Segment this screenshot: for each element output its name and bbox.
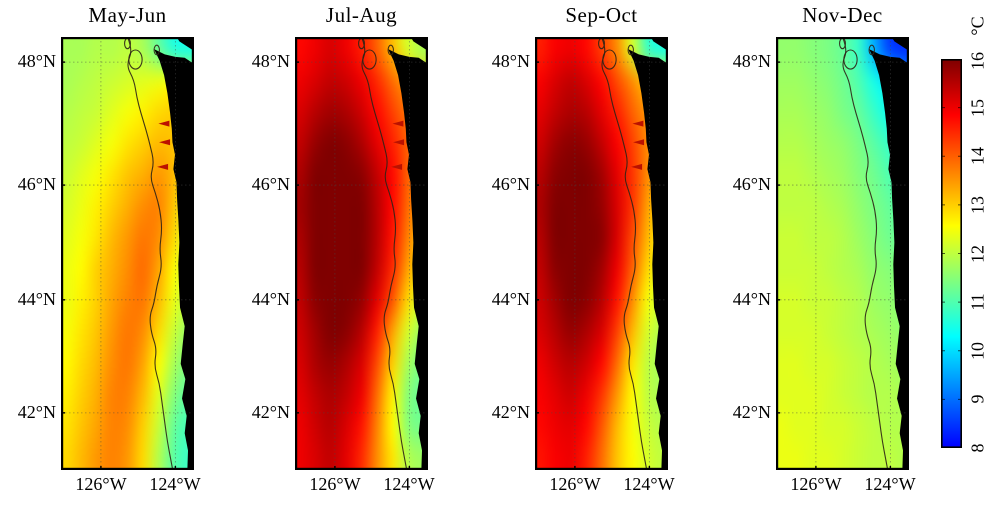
sst-map-canvas [61, 37, 194, 470]
lat-tick-label: 42°N [491, 402, 530, 422]
lat-tick-label: 46°N [732, 174, 771, 194]
colorbar-tick-label: 16 [967, 52, 988, 70]
colorbar-tick-label: 14 [967, 147, 988, 165]
colorbar-tick-label: 12 [967, 245, 988, 263]
sst-map-canvas [295, 37, 428, 470]
map-panel-1: May-Jun 48°N 46°N 44°N 42°N 126°W 124°W [0, 0, 201, 511]
lon-tick-label: 126°W [790, 474, 842, 494]
colorbar-tick-label: 11 [967, 293, 988, 311]
colorbar-unit-label: °C [967, 16, 988, 36]
lat-tick-label: 48°N [732, 51, 771, 71]
lon-tick-label: 124°W [864, 474, 916, 494]
panel-title: Sep-Oct [565, 3, 638, 27]
lat-tick-label: 42°N [251, 402, 290, 422]
lat-tick-label: 48°N [491, 51, 530, 71]
map-panel-3: Sep-Oct 48°N 46°N 44°N 42°N 126°W 124°W [474, 0, 675, 511]
colorbar-tick-label: 8 [967, 443, 988, 453]
lon-tick-label: 124°W [149, 474, 201, 494]
sst-map-canvas [776, 37, 909, 470]
lon-tick-label: 126°W [75, 474, 127, 494]
lat-tick-label: 48°N [17, 51, 56, 71]
lon-tick-label: 126°W [549, 474, 601, 494]
lat-tick-label: 44°N [17, 289, 56, 309]
panel-title: Nov-Dec [802, 3, 883, 27]
colorbar-tick-label: 13 [967, 196, 988, 214]
lat-tick-label: 46°N [491, 174, 530, 194]
lat-tick-label: 44°N [251, 289, 290, 309]
lat-tick-label: 42°N [17, 402, 56, 422]
lon-tick-label: 124°W [383, 474, 435, 494]
sst-map-canvas [535, 37, 668, 470]
lon-tick-label: 126°W [309, 474, 361, 494]
lat-tick-label: 44°N [491, 289, 530, 309]
colorbar-tick-label: 15 [967, 99, 988, 117]
panel-title: May-Jun [88, 3, 167, 27]
colorbar-tick-label: 9 [967, 394, 988, 404]
lat-tick-label: 42°N [732, 402, 771, 422]
lat-tick-label: 48°N [251, 51, 290, 71]
lat-tick-label: 46°N [17, 174, 56, 194]
lat-tick-label: 44°N [732, 289, 771, 309]
lon-tick-label: 124°W [623, 474, 675, 494]
panel-title: Jul-Aug [325, 3, 398, 27]
lat-tick-label: 46°N [251, 174, 290, 194]
map-panel-2: Jul-Aug 48°N 46°N 44°N 42°N 126°W 124°W [234, 0, 435, 511]
colorbar-tick-label: 10 [967, 342, 988, 360]
colorbar-canvas [941, 59, 962, 448]
map-panel-4: Nov-Dec 48°N 46°N 44°N 42°N 126°W 124°W [715, 0, 916, 511]
